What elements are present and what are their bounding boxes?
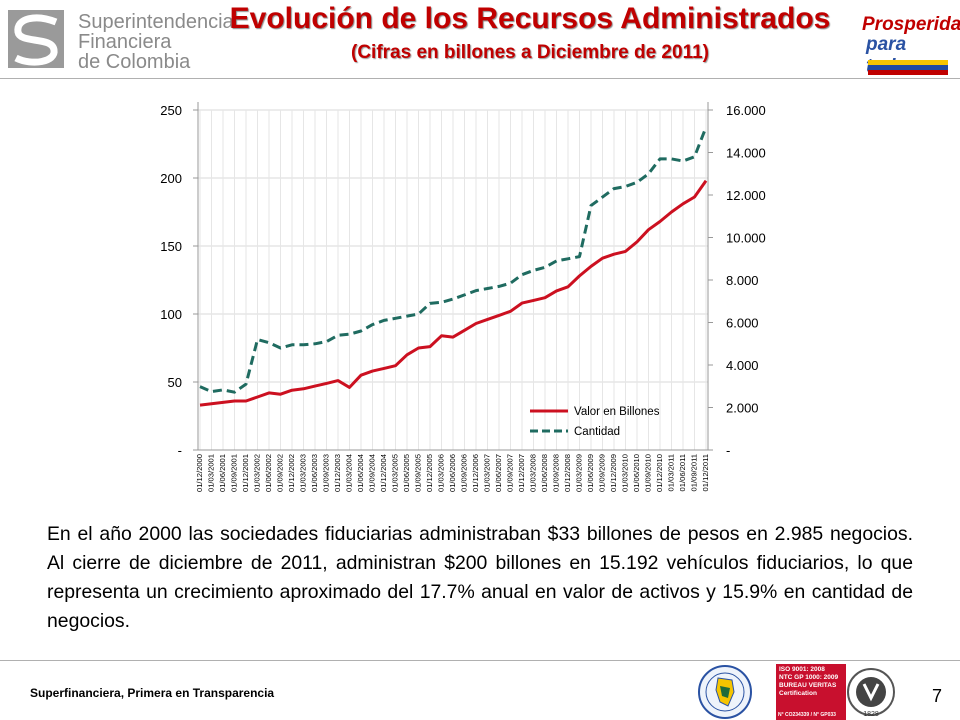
left-tick-label: 200 xyxy=(160,171,182,186)
x-tick-label: 01/06/2009 xyxy=(586,454,595,492)
x-tick-label: 01/06/2007 xyxy=(494,454,503,492)
certification-badge: ISO 9001: 2008 NTC GP 1000: 2009 BUREAU … xyxy=(776,664,846,720)
x-tick-label: 01/12/2008 xyxy=(563,454,572,492)
valor-series-line xyxy=(199,179,708,407)
footer-divider xyxy=(0,660,960,661)
x-tick-label: 01/06/2004 xyxy=(356,454,365,492)
x-tick-label: 01/06/2005 xyxy=(402,454,411,492)
x-tick-label: 01/06/2006 xyxy=(448,454,457,492)
x-tick-label: 01/03/2008 xyxy=(529,454,538,492)
x-tick-label: 01/06/2002 xyxy=(264,454,273,492)
x-tick-label: 01/12/2003 xyxy=(333,454,342,492)
right-tick-label: 8.000 xyxy=(726,273,759,288)
cert-line-3: BUREAU VERITAS xyxy=(779,682,837,689)
prosperidad-logo: Prosperidad para todos xyxy=(858,14,960,77)
x-tick-label: 01/09/2010 xyxy=(644,454,653,492)
cert-numbers: N° CO234339 / N° GP033 xyxy=(778,712,836,718)
brand-line-1: Prosperidad xyxy=(862,14,960,35)
x-tick-label: 01/12/2001 xyxy=(241,454,250,492)
x-tick-label: 01/12/2004 xyxy=(379,454,388,492)
left-tick-label: 100 xyxy=(160,307,182,322)
left-tick-label: 250 xyxy=(160,103,182,118)
chart-area: - 50 100 150 200 250 - 2.000 4.000 6.000 8.000 10.0… xyxy=(140,90,780,505)
x-tick-label: 01/09/2004 xyxy=(368,454,377,492)
header-divider xyxy=(0,78,960,79)
x-tick-label: 01/09/2011 xyxy=(690,454,699,491)
bureau-veritas-seal-icon: 1828 xyxy=(847,668,895,718)
logo-line-3: de Colombia xyxy=(78,51,191,73)
x-tick-label: 01/09/2001 xyxy=(230,454,239,492)
right-tick-label: 14.000 xyxy=(726,146,766,161)
x-tick-label: 01/12/2011 xyxy=(701,454,710,491)
x-tick-label: 01/09/2005 xyxy=(414,454,423,492)
body-paragraph: En el año 2000 las sociedades fiduciaria… xyxy=(47,523,913,632)
right-tick-label: 4.000 xyxy=(726,358,759,373)
logo-line-1: Superintendencia xyxy=(78,11,234,33)
x-tick-label: 01/06/2008 xyxy=(540,454,549,492)
right-tick-label: 6.000 xyxy=(726,316,759,331)
superfinanciera-logo: Superintendencia Financiera de Colombia xyxy=(6,8,246,74)
flag-bar-yellow xyxy=(868,60,948,65)
x-tick-label: 01/09/2008 xyxy=(552,454,561,492)
x-tick-label: 01/12/2009 xyxy=(609,454,618,492)
cert-line-4: Certification xyxy=(779,690,817,697)
x-tick-label: 01/03/2007 xyxy=(483,454,492,492)
x-tick-label: 01/03/2002 xyxy=(253,454,262,492)
left-tick-label: - xyxy=(178,443,182,458)
slide-title: Evolución de los Recursos Administrados xyxy=(229,2,831,35)
x-tick-label: 01/12/2000 xyxy=(195,454,204,492)
footer-slogan: Superfinanciera, Primera en Transparenci… xyxy=(30,686,275,700)
cert-line-1: ISO 9001: 2008 xyxy=(779,666,825,673)
superfinanciera-logo-mark-icon xyxy=(8,10,64,68)
right-tick-label: 2.000 xyxy=(726,401,759,416)
bv-year: 1828 xyxy=(863,711,879,718)
x-tick-label: 01/03/2001 xyxy=(207,454,216,492)
x-tick-label: 01/03/2009 xyxy=(575,454,584,492)
x-tick-label: 01/06/2010 xyxy=(632,454,641,492)
x-tick-label: 01/03/2011 xyxy=(667,454,676,491)
legend-label-cantidad: Cantidad xyxy=(574,426,620,438)
x-tick-label: 01/12/2002 xyxy=(287,454,296,492)
right-tick-label: 12.000 xyxy=(726,188,766,203)
logo-line-2: Financiera xyxy=(78,31,172,53)
x-tick-label: 01/12/2010 xyxy=(655,454,664,492)
x-tick-label: 01/06/2011 xyxy=(678,454,687,491)
x-tick-label: 01/12/2007 xyxy=(517,454,526,492)
right-tick-label: - xyxy=(726,443,730,458)
x-tick-label: 01/03/2005 xyxy=(391,454,400,492)
left-tick-label: 150 xyxy=(160,239,182,254)
right-tick-label: 10.000 xyxy=(726,231,766,246)
flag-bar-blue xyxy=(868,65,948,70)
x-tick-label: 01/09/2002 xyxy=(276,454,285,492)
x-tick-label: 01/03/2010 xyxy=(621,454,630,492)
x-tick-label: 01/09/2006 xyxy=(460,454,469,492)
x-tick-label: 01/03/2003 xyxy=(299,454,308,492)
x-tick-label: 01/03/2004 xyxy=(345,454,354,492)
chart-svg: - 50 100 150 200 250 - 2.000 4.000 6.000 8.000 10.0… xyxy=(160,102,766,492)
x-tick-label: 01/06/2003 xyxy=(310,454,319,492)
x-tick-label: 01/09/2003 xyxy=(322,454,331,492)
colombia-seal-icon xyxy=(698,665,752,719)
x-tick-label: 01/12/2005 xyxy=(425,454,434,492)
page-number: 7 xyxy=(932,686,943,706)
x-tick-label: 01/09/2007 xyxy=(506,454,515,492)
cert-line-2: NTC GP 1000: 2009 xyxy=(779,674,839,681)
x-tick-label: 01/12/2006 xyxy=(471,454,480,492)
x-tick-label: 01/06/2001 xyxy=(218,454,227,492)
x-tick-label: 01/09/2009 xyxy=(598,454,607,492)
left-tick-label: 50 xyxy=(168,375,182,390)
flag-bar-red xyxy=(868,70,948,75)
legend-label-valor: Valor en Billones xyxy=(574,406,660,418)
slide-subtitle: (Cifras en billones a Diciembre de 2011) xyxy=(351,42,709,63)
right-tick-label: 16.000 xyxy=(726,103,766,118)
x-tick-label: 01/03/2006 xyxy=(437,454,446,492)
